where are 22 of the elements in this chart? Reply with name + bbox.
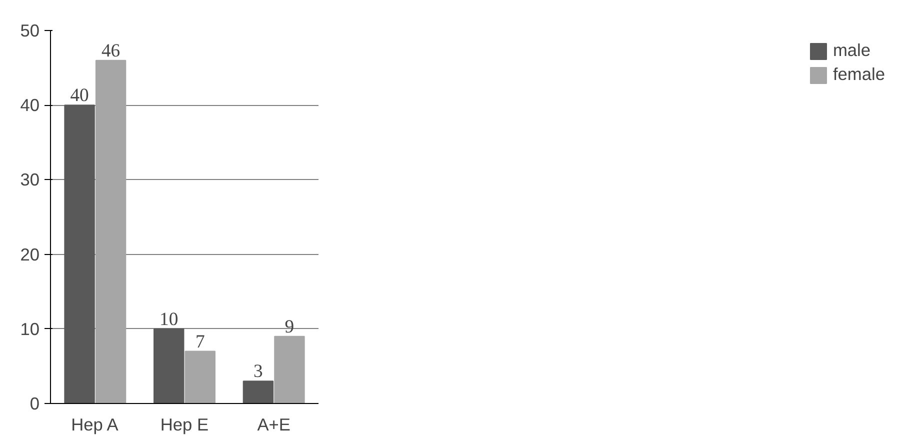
y-tick-label: 40 <box>20 95 40 116</box>
legend-label: female <box>832 64 885 85</box>
y-tick-label: 20 <box>20 244 40 264</box>
bar <box>274 336 305 404</box>
data-label: 7 <box>195 331 205 352</box>
x-tick-label: Hep A <box>71 414 119 434</box>
y-tick-label: 30 <box>20 170 40 190</box>
data-label: 40 <box>70 85 89 106</box>
bar <box>95 60 126 404</box>
x-tick-label: Hep E <box>160 414 209 434</box>
bar <box>64 104 95 404</box>
x-tick-label: A+E <box>257 414 290 434</box>
bar <box>154 328 184 404</box>
data-label: 3 <box>254 361 263 382</box>
bar <box>242 380 274 404</box>
data-label: 10 <box>160 308 178 330</box>
y-tick-label: 0 <box>30 394 40 414</box>
legend-label: male <box>832 40 871 61</box>
y-tick-label: 10 <box>20 318 40 339</box>
y-tick-label: 50 <box>20 20 40 40</box>
bar <box>184 350 216 404</box>
data-label: 46 <box>101 40 120 62</box>
